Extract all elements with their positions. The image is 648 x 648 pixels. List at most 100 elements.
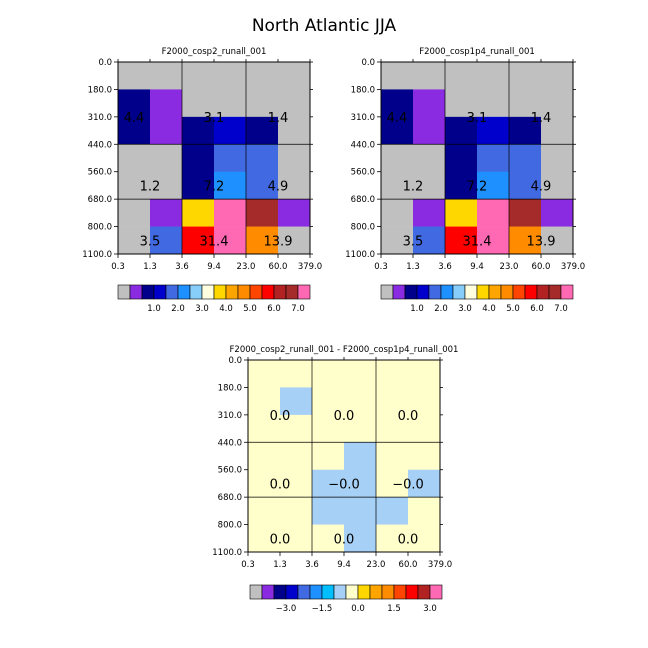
heatmap-cell (248, 442, 281, 471)
y-tick-label: 1100.0 (82, 250, 112, 260)
heatmap-cell (376, 442, 409, 471)
cell-value-label: 7.2 (204, 179, 225, 194)
heatmap-cell (214, 116, 247, 145)
x-tick-label: 0.3 (241, 560, 255, 570)
heatmap-cell (413, 62, 446, 90)
heatmap-cell (246, 226, 279, 255)
heatmap-cell (118, 89, 151, 118)
heatmap-cell (376, 524, 409, 553)
heatmap-cell (246, 62, 279, 90)
heatmap-cell (344, 387, 377, 416)
heatmap-cell (509, 199, 542, 227)
y-tick-label: 680.0 (351, 195, 375, 205)
heatmap-cell (344, 360, 377, 388)
colorbar-swatch (213, 284, 227, 300)
heatmap-cell (541, 199, 574, 227)
colorbar-label: 5.0 (506, 304, 520, 314)
heatmap-cell (246, 144, 279, 173)
heatmap-cell (541, 116, 574, 145)
colorbar-swatch (141, 284, 155, 300)
cell-value-label: 1.2 (140, 179, 161, 194)
y-tick-label: 560.0 (88, 168, 112, 178)
heatmap-cell (509, 171, 542, 200)
heatmap-cell (381, 171, 414, 200)
colorbar-swatch (381, 584, 395, 600)
x-tick-label: 9.4 (470, 262, 484, 272)
heatmap-cell (182, 171, 215, 200)
heatmap-cell (150, 62, 183, 90)
x-tick-label: 3.6 (438, 262, 452, 272)
heatmap-cell (150, 144, 183, 173)
colorbar-label: −3.0 (276, 604, 297, 614)
heatmap-cell (376, 360, 409, 388)
heatmap-panel-1: F2000_cosp2_runall_001 0.3 1.3 3.6 9.4 23.0 60… (82, 47, 322, 272)
cell-value-label: 0.0 (270, 477, 291, 492)
heatmap-cell (445, 89, 478, 118)
colorbar-swatch (380, 284, 394, 300)
heatmap-cell (413, 116, 446, 145)
colorbar-swatch (464, 284, 478, 300)
colorbar-label: 5.0 (243, 304, 257, 314)
colorbar-swatch (500, 284, 514, 300)
cell-value-label: 13.9 (264, 234, 293, 249)
colorbar-swatch (297, 584, 311, 600)
cell-value-label: 4.9 (531, 179, 552, 194)
x-tick-label: 60.0 (399, 560, 418, 570)
heatmap-cell (280, 524, 313, 553)
heatmap-cell (541, 226, 574, 255)
x-tick-label: 60.0 (532, 262, 551, 272)
heatmap-cell (408, 360, 441, 388)
colorbar-swatch (225, 284, 239, 300)
colorbar-swatch (285, 284, 299, 300)
colorbar-swatch (392, 284, 406, 300)
cell-value-label: 1.4 (531, 111, 552, 126)
colorbar-swatch (416, 284, 430, 300)
colorbar-swatch (321, 584, 335, 600)
x-tick-label: 379.0 (298, 262, 322, 272)
y-tick-label: 1100.0 (345, 250, 375, 260)
heatmap-cell (541, 144, 574, 173)
heatmap-cell (509, 226, 542, 255)
panel-title: F2000_cosp2_runall_001 - F2000_cosp1p4_r… (230, 345, 459, 355)
heatmap-cell (150, 89, 183, 118)
x-tick-label: 9.4 (337, 560, 351, 570)
heatmap-cell (280, 387, 313, 416)
colorbar-swatch (357, 584, 371, 600)
cell-value-label: 1.2 (403, 179, 424, 194)
cell-value-label: 13.9 (527, 234, 556, 249)
y-tick-label: 440.0 (88, 140, 112, 150)
x-tick-label: 0.3 (111, 262, 125, 272)
heatmap-cell (381, 199, 414, 227)
heatmap-cell (246, 89, 279, 118)
heatmap-cell (413, 226, 446, 255)
cell-value-label: 3.5 (140, 234, 161, 249)
heatmap-cell (445, 226, 478, 255)
colorbar-swatch (117, 284, 131, 300)
cell-value-label: 3.1 (467, 111, 488, 126)
colorbar-swatch (189, 284, 203, 300)
cell-value-label: 3.1 (204, 111, 225, 126)
y-tick-label: 560.0 (351, 168, 375, 178)
page-title: North Atlantic JJA (252, 16, 397, 36)
heatmap-cell (413, 144, 446, 173)
panel-title: F2000_cosp2_runall_001 (162, 47, 267, 57)
heatmap-cell (445, 144, 478, 173)
y-tick-label: 310.0 (88, 113, 112, 123)
heatmap-cell (376, 469, 409, 498)
colorbar-swatch (417, 584, 431, 600)
heatmap-cell (413, 199, 446, 227)
heatmap-cell (118, 62, 151, 90)
x-tick-label: 60.0 (269, 262, 288, 272)
colorbar-label: 3.0 (195, 304, 209, 314)
cell-value-label: 4.4 (124, 111, 145, 126)
cell-value-label: 1.4 (268, 111, 289, 126)
colorbar-swatch (153, 284, 167, 300)
colorbar-label: 1.5 (387, 604, 401, 614)
colorbar-swatch (488, 284, 502, 300)
heatmap-cell (278, 116, 311, 145)
cell-value-label: 31.4 (463, 234, 492, 249)
heatmap-cell (381, 226, 414, 255)
colorbar-swatch (261, 284, 275, 300)
x-tick-label: 9.4 (207, 262, 221, 272)
y-tick-label: 310.0 (351, 113, 375, 123)
